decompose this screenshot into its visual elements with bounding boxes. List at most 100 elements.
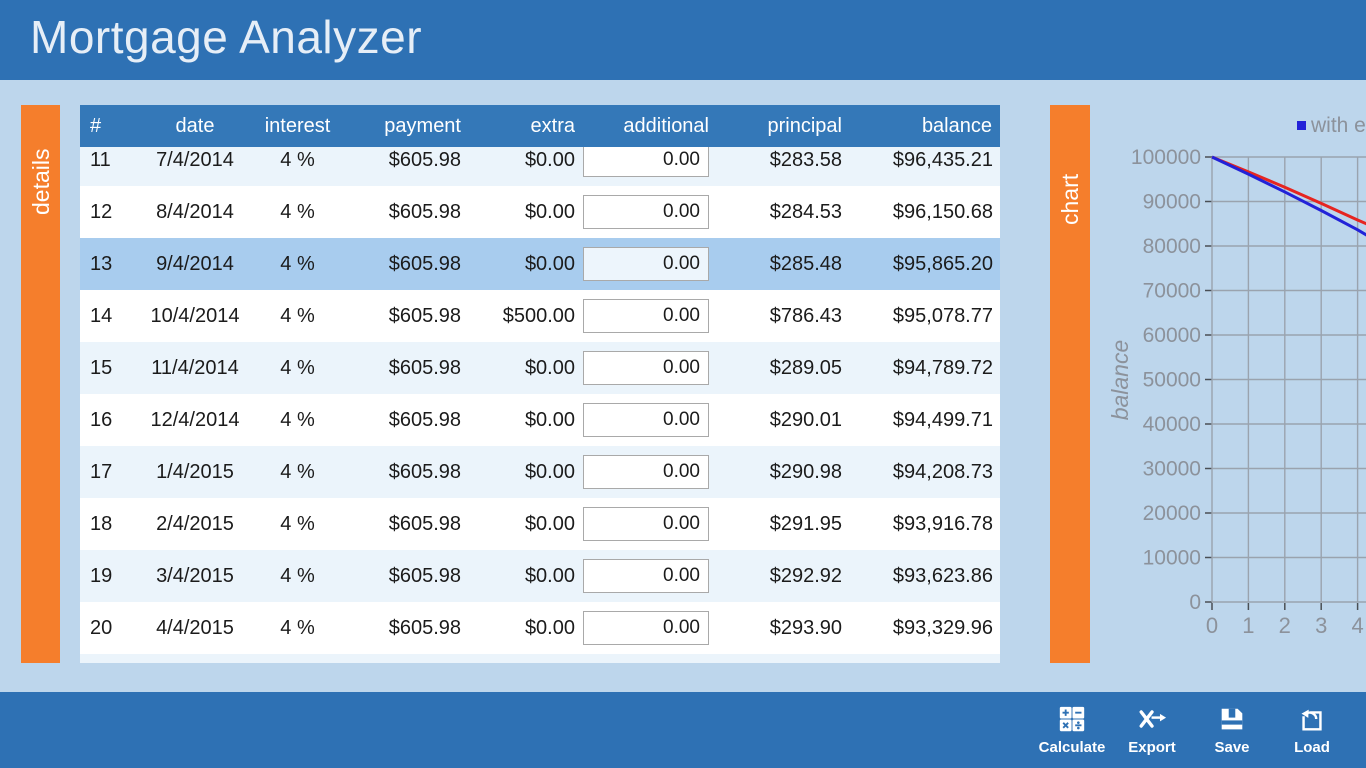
balance-cell: $94,499.71 [892, 408, 993, 431]
load-icon [1301, 709, 1322, 731]
row-number-cell: 11 [90, 148, 111, 171]
calculator-icon [1059, 706, 1085, 732]
additional-payment-input[interactable] [583, 143, 709, 177]
principal-cell: $289.05 [769, 356, 842, 379]
principal-cell: $283.58 [769, 148, 842, 171]
balance-cell: $96,435.21 [892, 148, 993, 171]
export-icon [1139, 710, 1167, 728]
interest-cell: 4 % [280, 460, 315, 483]
svg-text:1: 1 [1242, 613, 1254, 638]
principal-cell: $292.92 [769, 564, 842, 587]
extra-cell: $0.00 [524, 564, 575, 587]
additional-payment-input[interactable] [583, 195, 709, 229]
tab-chart-label: chart [1057, 173, 1083, 225]
load-button-label: Load [1294, 739, 1330, 756]
table-row[interactable]: 17 1/4/2015 4 % $605.98 $0.00 $290.98 $94,208.… [80, 446, 1000, 498]
additional-cell [581, 611, 721, 645]
balance-cell: $94,789.72 [892, 356, 993, 379]
additional-payment-input[interactable] [583, 351, 709, 385]
table-row[interactable]: 14 10/4/2014 4 % $605.98 $500.00 $786.43 $95,0… [80, 290, 1000, 342]
tab-details[interactable]: details [21, 105, 60, 663]
svg-text:30000: 30000 [1143, 458, 1201, 481]
row-number-cell: 17 [90, 460, 113, 483]
extra-cell: $500.00 [502, 304, 575, 327]
payment-cell: $605.98 [388, 148, 461, 171]
additional-cell [581, 403, 721, 437]
export-button-label: Export [1128, 739, 1176, 756]
table-row[interactable]: 13 9/4/2014 4 % $605.98 $0.00 $285.48 $95,865.… [80, 238, 1000, 290]
row-number-cell: 13 [90, 252, 113, 275]
table-row[interactable]: 12 8/4/2014 4 % $605.98 $0.00 $284.53 $96,150.… [80, 186, 1000, 238]
tab-chart[interactable]: chart [1050, 105, 1090, 663]
additional-payment-input[interactable] [583, 403, 709, 437]
row-number-cell: 19 [90, 564, 113, 587]
table-row[interactable]: 18 2/4/2015 4 % $605.98 $0.00 $291.95 $93,916.… [80, 498, 1000, 550]
additional-payment-input[interactable] [583, 559, 709, 593]
extra-cell: $0.00 [524, 616, 575, 639]
balance-cell: $95,078.77 [892, 304, 993, 327]
payment-cell: $605.98 [388, 252, 461, 275]
principal-cell: $284.53 [769, 200, 842, 223]
svg-text:20000: 20000 [1143, 502, 1201, 525]
extra-cell: $0.00 [524, 252, 575, 275]
additional-payment-input[interactable] [583, 247, 709, 281]
date-cell: 10/4/2014 [150, 304, 240, 327]
interest-cell: 4 % [280, 252, 315, 275]
svg-text:balance: balance [1107, 340, 1133, 421]
payment-cell: $605.98 [388, 200, 461, 223]
column-header-balance: balance [921, 114, 992, 137]
interest-cell: 4 % [280, 408, 315, 431]
additional-payment-input[interactable] [583, 611, 709, 645]
svg-text:60000: 60000 [1143, 324, 1201, 347]
extra-cell: $0.00 [524, 512, 575, 535]
table-row[interactable]: 19 3/4/2015 4 % $605.98 $0.00 $292.92 $93,623.… [80, 550, 1000, 602]
balance-cell: $93,329.96 [892, 616, 993, 639]
load-button[interactable]: Load [1272, 704, 1352, 756]
additional-payment-input[interactable] [583, 299, 709, 333]
table-row[interactable]: 16 12/4/2014 4 % $605.98 $0.00 $290.01 $94,499… [80, 394, 1000, 446]
legend-marker-with-extra [1297, 121, 1306, 130]
row-number-cell: 16 [90, 408, 113, 431]
table-row[interactable]: 15 11/4/2014 4 % $605.98 $0.00 $289.05 $94,789… [80, 342, 1000, 394]
calculate-button[interactable]: Calculate [1032, 704, 1112, 756]
row-number-cell: 12 [90, 200, 113, 223]
svg-text:10000: 10000 [1143, 547, 1201, 570]
svg-text:100000: 100000 [1131, 146, 1201, 169]
table-row[interactable]: 20 4/4/2015 4 % $605.98 $0.00 $293.90 $93,329.… [80, 602, 1000, 654]
date-cell: 8/4/2014 [156, 200, 234, 223]
column-header-interest: interest [264, 114, 331, 137]
extra-cell: $0.00 [524, 408, 575, 431]
row-number-cell: 18 [90, 512, 113, 535]
save-button[interactable]: Save [1192, 704, 1272, 756]
app-bar: Calculate Export Save Load [0, 692, 1366, 768]
principal-cell: $290.98 [769, 460, 842, 483]
extra-cell: $0.00 [524, 460, 575, 483]
interest-cell: 4 % [280, 148, 315, 171]
svg-text:3: 3 [1315, 613, 1327, 638]
payment-cell: $605.98 [388, 356, 461, 379]
additional-payment-input[interactable] [583, 507, 709, 541]
column-header-number: # [90, 114, 102, 137]
additional-cell [581, 299, 721, 333]
table-header-row: # date interest payment extra additional… [80, 105, 1000, 147]
interest-cell: 4 % [280, 200, 315, 223]
interest-cell: 4 % [280, 564, 315, 587]
extra-cell: $0.00 [524, 356, 575, 379]
svg-text:2: 2 [1279, 613, 1291, 638]
payment-cell: $605.98 [388, 408, 461, 431]
principal-cell: $285.48 [769, 252, 842, 275]
additional-payment-input[interactable] [583, 455, 709, 489]
svg-text:70000: 70000 [1143, 280, 1201, 303]
table-row[interactable] [80, 654, 1000, 663]
export-button[interactable]: Export [1112, 704, 1192, 756]
additional-cell [581, 351, 721, 385]
principal-cell: $293.90 [769, 616, 842, 639]
column-header-extra: extra [530, 114, 575, 137]
date-cell: 11/4/2014 [151, 356, 239, 379]
svg-text:0: 0 [1189, 591, 1201, 614]
extra-cell: $0.00 [524, 148, 575, 171]
date-cell: 9/4/2014 [156, 252, 234, 275]
balance-cell: $94,208.73 [892, 460, 993, 483]
table-rows: 11 7/4/2014 4 % $605.98 $0.00 $283.58 $96,435.… [80, 134, 1000, 663]
additional-cell [581, 507, 721, 541]
